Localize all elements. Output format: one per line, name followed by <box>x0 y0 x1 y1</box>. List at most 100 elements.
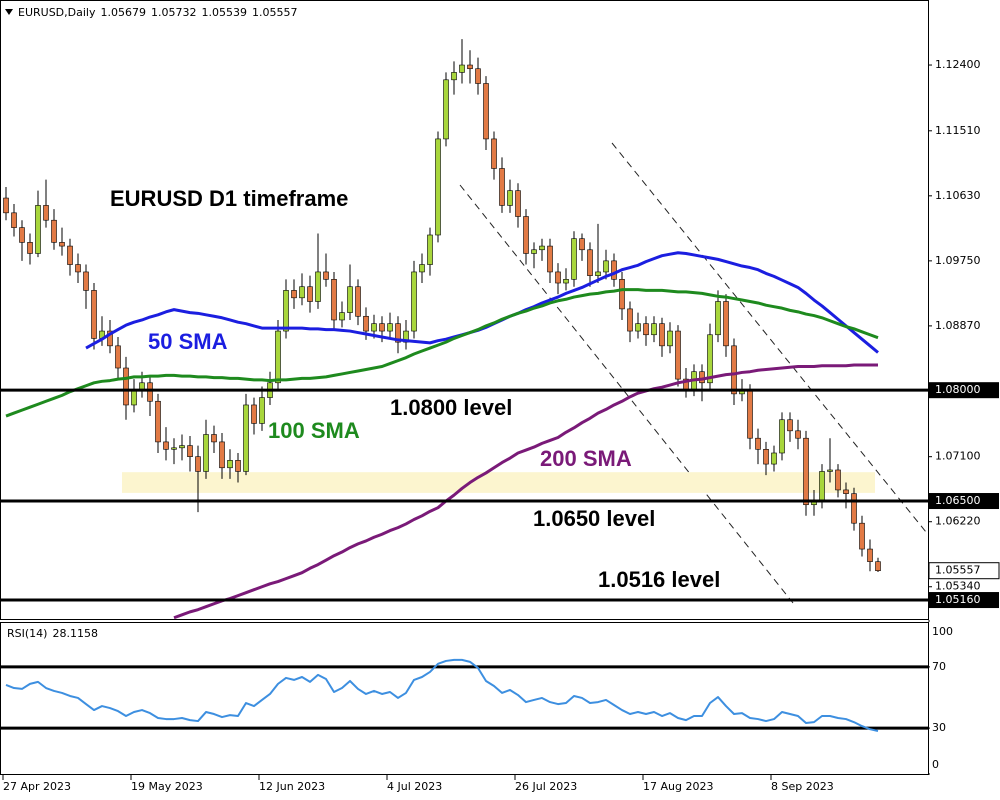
candle-body <box>283 290 289 332</box>
candle-body <box>251 404 257 424</box>
rsi-header: RSI(14) 28.1158 <box>7 627 98 640</box>
candle-body <box>387 323 393 332</box>
candle-body <box>51 219 57 243</box>
x-tick-label: 26 Jul 2023 <box>515 780 577 793</box>
sma-line <box>5 288 879 418</box>
candle-body <box>731 345 737 395</box>
candle-body <box>859 522 865 550</box>
candle-body <box>203 434 209 472</box>
level-label-box <box>929 592 999 609</box>
candle-body <box>83 271 89 291</box>
candle-body <box>851 493 857 524</box>
rsi-name: RSI(14) <box>7 627 47 640</box>
x-tick-label: 12 Jun 2023 <box>259 780 325 793</box>
rsi-value: 28.1158 <box>52 627 98 640</box>
highlight-zone <box>122 472 875 493</box>
candle-body <box>563 279 569 284</box>
candle-body <box>75 264 81 273</box>
candle-body <box>819 471 825 502</box>
candle-body <box>259 397 265 424</box>
y-tick-label: 1.10630 <box>935 189 981 202</box>
candle-body <box>835 469 841 491</box>
candle-body <box>467 64 473 70</box>
candle-body <box>355 286 361 317</box>
level-axis-label: 1.05160 <box>935 593 981 606</box>
candle-body <box>3 197 9 214</box>
candle-body <box>795 430 801 439</box>
candle-body <box>187 445 193 457</box>
candle-body <box>651 323 657 336</box>
channel-line <box>459 184 794 604</box>
candle-body <box>379 323 385 332</box>
candle-body <box>27 242 33 254</box>
candle-body <box>19 227 25 243</box>
y-tick-box <box>930 767 948 781</box>
ohlc-value: 1.05557 <box>252 6 298 19</box>
candle-body <box>771 452 777 465</box>
y-tick-label: 1.05340 <box>935 580 981 593</box>
candle-body <box>747 389 753 439</box>
candle-body <box>787 419 793 432</box>
candle-body <box>307 286 313 302</box>
x-tick-label: 17 Aug 2023 <box>643 780 713 793</box>
candle-body <box>531 249 537 254</box>
candle-body <box>635 323 641 332</box>
candle-body <box>571 238 577 280</box>
candle-body <box>163 441 169 450</box>
candle-body <box>331 279 337 321</box>
candle-body <box>299 286 305 299</box>
candle-body <box>643 323 649 336</box>
candle-body <box>459 64 465 73</box>
candle-body <box>235 460 241 472</box>
candle-body <box>11 212 17 228</box>
y-tick-label: 1.08870 <box>935 319 981 332</box>
candle-body <box>451 72 457 81</box>
candle-body <box>115 345 121 369</box>
candle-body <box>155 400 161 443</box>
symbol-name: EURUSD,Daily <box>18 6 96 19</box>
level-label-box <box>929 493 999 510</box>
x-tick-label: 19 May 2023 <box>131 780 203 793</box>
y-tick-box <box>930 721 948 736</box>
y-tick-label: 0 <box>932 758 939 771</box>
sma-line <box>173 363 878 620</box>
candle-body <box>659 323 665 347</box>
candle-body <box>491 138 497 169</box>
y-tick-box <box>930 659 948 674</box>
ohlc-value: 1.05539 <box>201 6 247 19</box>
menu-arrow[interactable] <box>5 9 13 15</box>
current-price-box <box>928 562 1000 580</box>
level-label-box <box>929 382 999 399</box>
candle-body <box>275 330 281 384</box>
candle-body <box>715 301 721 336</box>
candle-body <box>499 168 505 206</box>
candle-body <box>59 242 65 247</box>
candle-body <box>91 290 97 339</box>
candle-body <box>555 271 561 284</box>
candle-body <box>803 437 809 506</box>
y-tick-label: 100 <box>932 625 953 638</box>
candle-body <box>43 205 49 221</box>
candle-body <box>827 469 833 472</box>
level-axis-label: 1.06500 <box>935 494 981 507</box>
y-tick-box <box>930 614 948 628</box>
candle-body <box>475 68 481 84</box>
candle-body <box>171 447 177 450</box>
candle-body <box>131 389 137 406</box>
candle-body <box>523 216 529 254</box>
candle-body <box>323 271 329 280</box>
level-axis-label: 1.08000 <box>935 383 981 396</box>
candle-body <box>875 561 881 572</box>
x-tick-label: 4 Jul 2023 <box>387 780 442 793</box>
candle-body <box>179 445 185 449</box>
candle-body <box>419 264 425 273</box>
candle-body <box>371 323 377 332</box>
plot-area <box>3 39 881 620</box>
candle-body <box>395 323 401 343</box>
y-tick-label: 1.07100 <box>935 450 981 463</box>
candle-body <box>603 260 609 273</box>
candle-body <box>147 382 153 402</box>
level-annotation: 1.0516 level <box>598 567 720 592</box>
sma-label: 50 SMA <box>148 329 228 354</box>
candle-body <box>667 330 673 347</box>
